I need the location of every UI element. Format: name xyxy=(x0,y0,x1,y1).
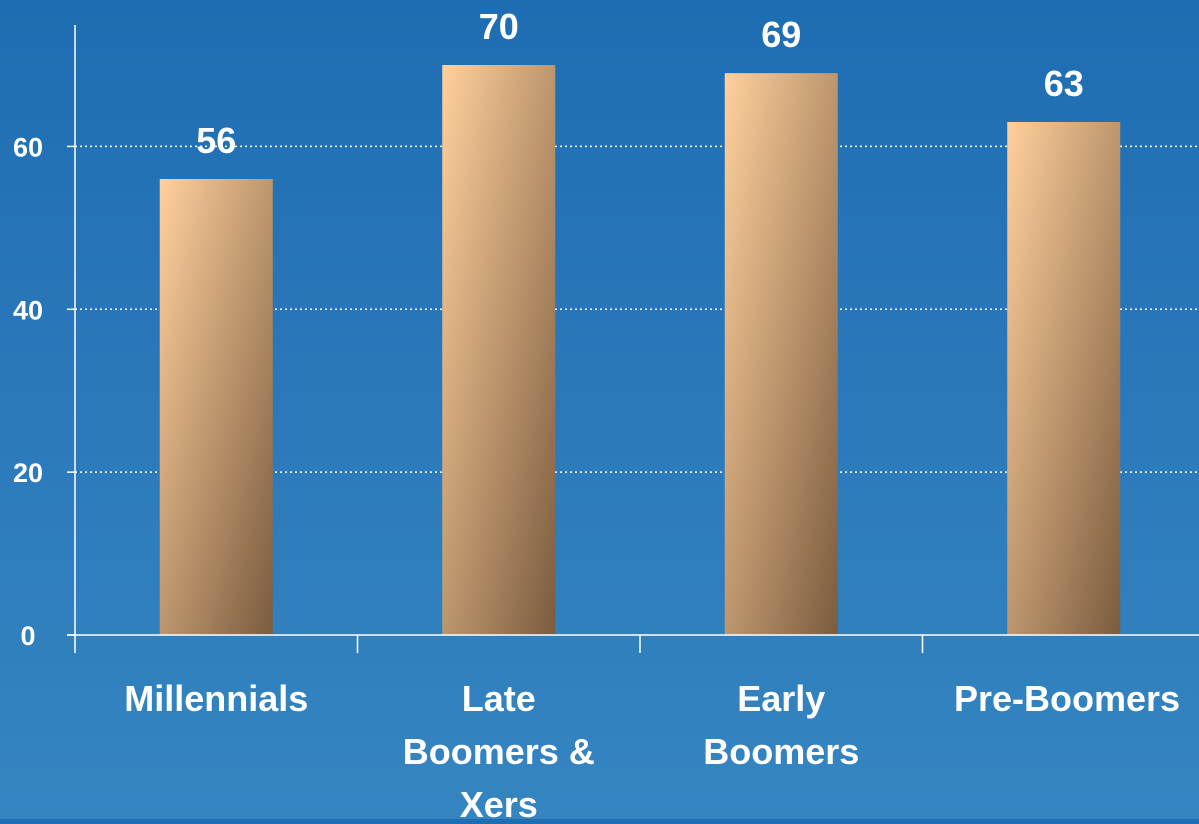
x-tick-label: Pre-Boomers xyxy=(954,678,1180,719)
bar xyxy=(1007,122,1121,635)
y-tick-label: 40 xyxy=(13,295,43,325)
bar xyxy=(159,179,273,635)
data-label: 69 xyxy=(761,14,801,55)
y-tick-label: 0 xyxy=(20,621,35,651)
data-label: 56 xyxy=(196,120,236,161)
x-tick-label-line: Boomers & xyxy=(403,731,595,772)
bar xyxy=(442,65,556,635)
x-tick-label-line: Pre-Boomers xyxy=(954,678,1180,719)
data-label: 70 xyxy=(479,6,519,47)
labels: 56 70 69 63 0 20 40 60 Millennials Late Boomers & X… xyxy=(13,6,1180,824)
bars xyxy=(159,65,1121,635)
axes xyxy=(67,25,1199,653)
y-tick-label: 60 xyxy=(13,132,43,162)
bar xyxy=(724,73,838,635)
x-tick-label: Millennials xyxy=(124,678,308,719)
x-tick-label-line: Late xyxy=(462,678,536,719)
data-label: 63 xyxy=(1044,63,1084,104)
x-tick-label-line: Xers xyxy=(460,784,538,819)
y-tick-label: 20 xyxy=(13,458,43,488)
x-tick-label: Late Boomers & Xers xyxy=(403,678,595,819)
x-tick-label: Early Boomers xyxy=(703,678,859,772)
x-tick-label-line: Millennials xyxy=(124,678,308,719)
x-tick-label-line: Boomers xyxy=(703,731,859,772)
x-tick-label-line: Early xyxy=(737,678,825,719)
